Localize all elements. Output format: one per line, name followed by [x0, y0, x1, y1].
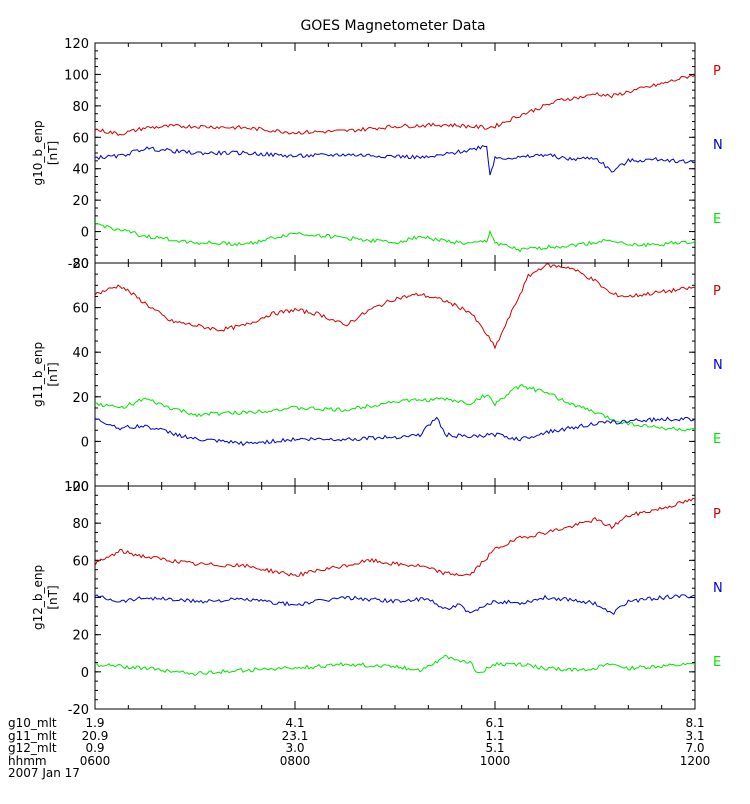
- footer-cell: 6.1: [455, 718, 535, 729]
- series-line-e: [95, 223, 695, 252]
- y-axis-label: g10_b_enp: [31, 120, 45, 185]
- y-axis-label: g11_b_enp: [31, 342, 45, 407]
- y-tick-label: 40: [72, 346, 89, 361]
- y-tick-label: 40: [72, 163, 89, 178]
- series-line-p: [95, 498, 695, 576]
- footer-cell: 20.9: [55, 731, 135, 742]
- y-tick-label: 100: [64, 480, 89, 495]
- legend-label-e: E: [713, 655, 721, 670]
- y-tick-label: 80: [72, 257, 89, 272]
- y-tick-label: 60: [72, 554, 89, 569]
- footer-cell: 1000: [455, 756, 535, 767]
- legend-label-n: N: [713, 138, 723, 153]
- footer-cell: 3.1: [655, 731, 735, 742]
- y-axis-unit: [nT]: [46, 585, 60, 609]
- footer-cell: 23.1: [255, 731, 335, 742]
- y-tick-label: 40: [72, 592, 89, 607]
- series-line-n: [95, 146, 695, 176]
- series-line-e: [95, 655, 695, 675]
- y-tick-label: 60: [72, 302, 89, 317]
- legend-label-e: E: [713, 432, 721, 447]
- y-tick-label: 80: [72, 517, 89, 532]
- legend-label-n: N: [713, 358, 723, 373]
- chart-title: GOES Magnetometer Data: [300, 18, 485, 34]
- footer-date: 2007 Jan 17: [8, 768, 80, 779]
- panel-frame: [95, 263, 695, 486]
- y-tick-label: 0: [81, 666, 89, 681]
- legend-label-p: P: [713, 284, 721, 299]
- y-tick-label: 0: [81, 226, 89, 241]
- footer-cell: 8.1: [655, 718, 735, 729]
- legend-label-e: E: [713, 212, 721, 227]
- y-tick-label: 120: [64, 37, 89, 52]
- y-axis-unit: [nT]: [46, 141, 60, 165]
- series-line-e: [95, 417, 695, 445]
- footer-cell: 0600: [55, 756, 135, 767]
- footer-cell: 1.9: [55, 718, 135, 729]
- footer-cell: 0800: [255, 756, 335, 767]
- y-tick-label: 0: [81, 435, 89, 450]
- legend-label-n: N: [713, 581, 723, 596]
- footer-row-label: hhmm: [8, 756, 47, 767]
- legend-label-p: P: [713, 507, 721, 522]
- y-tick-label: 20: [72, 194, 89, 209]
- footer-row-label: g12_mlt: [8, 743, 57, 754]
- legend-label-p: P: [713, 64, 721, 79]
- series-line-n: [95, 595, 695, 615]
- panel-frame: [95, 43, 695, 263]
- y-tick-label: 60: [72, 131, 89, 146]
- footer-cell: 4.1: [255, 718, 335, 729]
- y-tick-label: 100: [64, 68, 89, 83]
- footer-cell: 1.1: [455, 731, 535, 742]
- y-tick-label: 20: [72, 629, 89, 644]
- footer-cell: 0.9: [55, 743, 135, 754]
- footer-row-label: g11_mlt: [8, 731, 57, 742]
- series-line-p: [95, 264, 695, 349]
- footer-cell: 3.0: [255, 743, 335, 754]
- y-tick-label: 20: [72, 391, 89, 406]
- series-line-p: [95, 74, 695, 135]
- y-axis-label: g12_b_enp: [31, 565, 45, 630]
- panel-frame: [95, 486, 695, 709]
- y-tick-label: 80: [72, 100, 89, 115]
- footer-cell: 1200: [655, 756, 735, 767]
- y-axis-unit: [nT]: [46, 362, 60, 386]
- footer-row-label: g10_mlt: [8, 718, 57, 729]
- footer-cell: 5.1: [455, 743, 535, 754]
- series-line-n: [95, 385, 695, 432]
- footer-cell: 7.0: [655, 743, 735, 754]
